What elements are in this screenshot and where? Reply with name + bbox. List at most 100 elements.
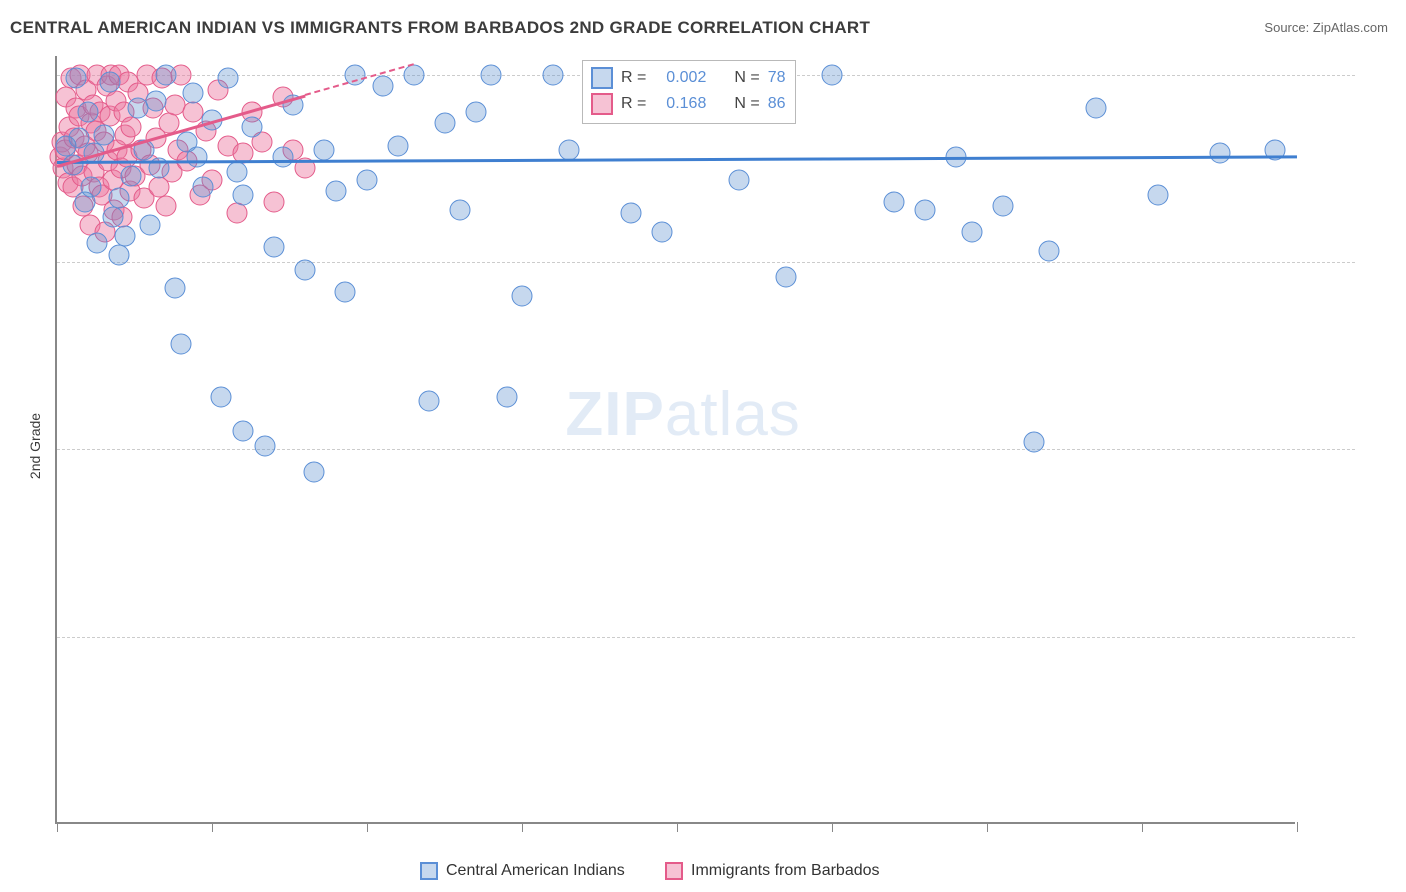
stats-legend-row: R = 0.168 N = 86 <box>591 91 785 117</box>
scatter-point-blue <box>450 199 471 220</box>
scatter-point-blue <box>140 214 161 235</box>
scatter-point-blue <box>388 135 409 156</box>
scatter-point-blue <box>775 267 796 288</box>
scatter-point-blue <box>419 390 440 411</box>
scatter-point-blue <box>465 102 486 123</box>
y-axis-label: 2nd Grade <box>27 413 43 479</box>
source-label: Source: <box>1264 20 1309 35</box>
scatter-point-blue <box>403 64 424 85</box>
scatter-point-blue <box>335 282 356 303</box>
scatter-point-blue <box>558 139 579 160</box>
scatter-point-blue <box>109 244 130 265</box>
watermark-bold: ZIP <box>565 380 664 449</box>
n-label: N = <box>734 65 759 91</box>
scatter-point-blue <box>1085 98 1106 119</box>
scatter-point-blue <box>326 180 347 201</box>
r-value: 0.002 <box>654 65 706 91</box>
plot-inner: ZIPatlas <box>57 56 1295 822</box>
scatter-point-blue <box>729 169 750 190</box>
scatter-plot-area: ZIPatlas <box>55 56 1295 824</box>
watermark: ZIPatlas <box>565 379 800 450</box>
x-tick <box>832 822 833 832</box>
scatter-point-blue <box>217 68 238 89</box>
scatter-point-pink <box>121 117 142 138</box>
scatter-point-blue <box>78 102 99 123</box>
scatter-point-blue <box>1039 240 1060 261</box>
scatter-point-blue <box>273 147 294 168</box>
legend-label: Immigrants from Barbados <box>691 862 880 880</box>
scatter-point-blue <box>65 68 86 89</box>
scatter-point-blue <box>822 64 843 85</box>
chart-title: CENTRAL AMERICAN INDIAN VS IMMIGRANTS FR… <box>10 18 870 37</box>
x-tick <box>987 822 988 832</box>
x-tick <box>1297 822 1298 832</box>
scatter-point-blue <box>102 207 123 228</box>
legend-swatch-icon <box>420 862 438 880</box>
scatter-point-pink <box>226 203 247 224</box>
watermark-thin: atlas <box>665 380 801 449</box>
scatter-point-blue <box>1147 184 1168 205</box>
x-tick <box>677 822 678 832</box>
scatter-point-blue <box>1023 431 1044 452</box>
scatter-point-blue <box>434 113 455 134</box>
stats-legend-row: R = 0.002 N = 78 <box>591 65 785 91</box>
legend-swatch-icon <box>591 67 613 89</box>
scatter-point-blue <box>357 169 378 190</box>
r-value: 0.168 <box>654 91 706 117</box>
gridline-horizontal <box>57 262 1355 263</box>
scatter-point-blue <box>192 177 213 198</box>
scatter-point-blue <box>884 192 905 213</box>
scatter-point-blue <box>254 435 275 456</box>
gridline-horizontal <box>57 449 1355 450</box>
scatter-point-blue <box>372 75 393 96</box>
chart-header: CENTRAL AMERICAN INDIAN VS IMMIGRANTS FR… <box>10 18 1396 48</box>
gridline-horizontal <box>57 637 1355 638</box>
scatter-point-pink <box>264 192 285 213</box>
scatter-point-blue <box>242 117 263 138</box>
scatter-point-blue <box>295 259 316 280</box>
scatter-point-blue <box>155 64 176 85</box>
scatter-point-blue <box>87 233 108 254</box>
x-tick <box>522 822 523 832</box>
x-tick <box>212 822 213 832</box>
chart-source: Source: ZipAtlas.com <box>1264 20 1388 35</box>
scatter-point-blue <box>915 199 936 220</box>
x-tick <box>367 822 368 832</box>
scatter-point-blue <box>543 64 564 85</box>
scatter-point-blue <box>186 147 207 168</box>
r-label: R = <box>621 91 646 117</box>
x-tick <box>1142 822 1143 832</box>
scatter-point-blue <box>226 162 247 183</box>
scatter-point-blue <box>146 90 167 111</box>
scatter-point-blue <box>93 124 114 145</box>
n-value: 78 <box>768 65 786 91</box>
stats-legend-box: R = 0.002 N = 78 R = 0.168 N = 86 <box>582 60 796 124</box>
source-value: ZipAtlas.com <box>1313 20 1388 35</box>
n-value: 86 <box>768 91 786 117</box>
scatter-point-blue <box>115 225 136 246</box>
scatter-point-blue <box>183 83 204 104</box>
scatter-point-blue <box>496 386 517 407</box>
scatter-point-blue <box>1209 143 1230 164</box>
scatter-point-blue <box>620 203 641 224</box>
legend-label: Central American Indians <box>446 862 625 880</box>
scatter-point-blue <box>233 184 254 205</box>
scatter-point-blue <box>81 177 102 198</box>
scatter-point-blue <box>264 237 285 258</box>
n-label: N = <box>734 91 759 117</box>
x-tick <box>57 822 58 832</box>
scatter-point-pink <box>155 195 176 216</box>
scatter-point-blue <box>961 222 982 243</box>
scatter-point-blue <box>211 386 232 407</box>
scatter-point-blue <box>481 64 502 85</box>
scatter-point-blue <box>304 461 325 482</box>
scatter-point-blue <box>313 139 334 160</box>
scatter-point-blue <box>109 188 130 209</box>
legend-swatch-icon <box>591 93 613 115</box>
legend-entry-series-a: Central American Indians <box>420 862 625 880</box>
scatter-point-blue <box>992 195 1013 216</box>
scatter-point-blue <box>164 278 185 299</box>
scatter-point-blue <box>121 165 142 186</box>
legend-swatch-icon <box>665 862 683 880</box>
r-label: R = <box>621 65 646 91</box>
